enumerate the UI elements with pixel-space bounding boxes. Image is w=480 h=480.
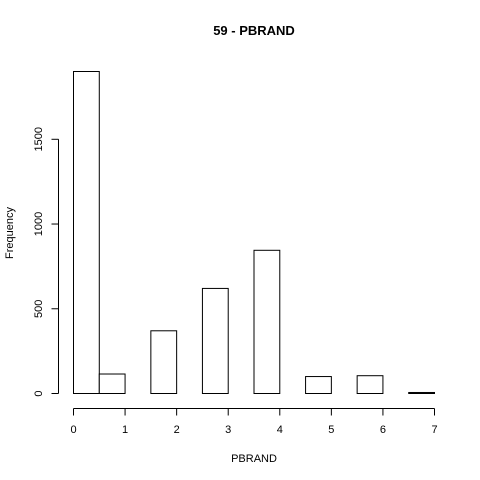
y-tick-label-2: 1000 [33, 212, 45, 236]
x-tick-label-3: 3 [225, 424, 231, 436]
y-axis: 0 500 1000 1500 [33, 127, 59, 397]
x-tick-label-1: 1 [122, 424, 128, 436]
y-tick-label-1: 500 [33, 300, 45, 318]
chart-title: 59 - PBRAND [213, 23, 295, 38]
histogram-bar-11 [356, 375, 384, 394]
x-tick-label-4: 4 [277, 424, 283, 436]
histogram-bar-3 [150, 330, 178, 394]
y-tick-label-3: 1500 [33, 127, 45, 151]
x-axis-label: PBRAND [231, 453, 277, 465]
x-tick-label-6: 6 [380, 424, 386, 436]
y-axis-label: Frequency [4, 207, 16, 259]
histogram-bar-9 [305, 376, 332, 395]
x-tick-label-7: 7 [431, 424, 437, 436]
x-axis: 0 1 2 3 4 5 6 7 [70, 408, 438, 436]
x-tick-label-5: 5 [328, 424, 334, 436]
x-tick-label-2: 2 [174, 424, 180, 436]
histogram-bar-7 [253, 249, 281, 394]
y-tick-label-0: 0 [33, 390, 45, 396]
x-tick-label-0: 0 [70, 424, 76, 436]
histogram-bar-13 [408, 391, 436, 394]
histogram-bar-5 [201, 287, 229, 395]
bars-group [73, 71, 436, 395]
histogram-bar-0 [73, 71, 100, 394]
histogram-bar-1 [98, 373, 126, 395]
